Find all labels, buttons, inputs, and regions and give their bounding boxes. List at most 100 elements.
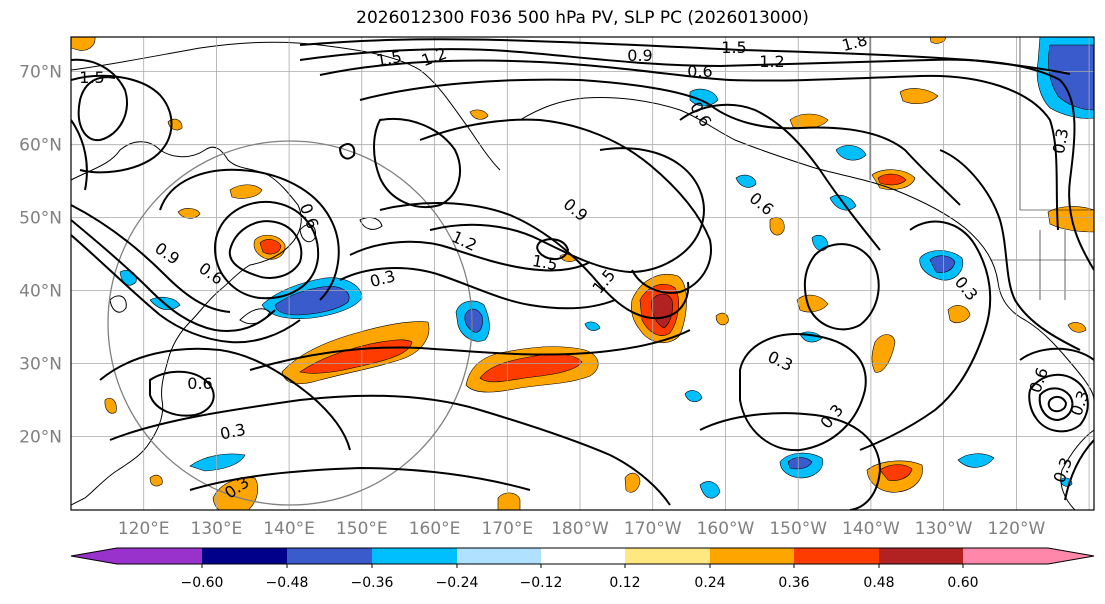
colorbar-tick-label: −0.24 [436,575,479,591]
contour-line [71,234,301,344]
pv-anomaly-cool [274,285,350,316]
contour-line [859,220,992,451]
colorbar-tick-label: 0.48 [863,575,894,591]
colorbar-segment [457,548,541,564]
lon-label: 160°E [409,519,461,539]
contour-line [339,267,616,310]
pv-anomaly-warm [947,305,971,324]
lat-label: 70°N [19,63,62,83]
coastline [239,308,271,325]
colorbar-tick-label: −0.60 [181,575,224,591]
colorbar-tick-label: −0.12 [520,575,563,591]
contour-line [338,143,356,160]
lon-label: 140°E [263,519,315,539]
pv-anomaly-warm [212,477,259,510]
contour-line [213,200,320,300]
pv-anomaly-cool [189,453,246,472]
range-circle [107,140,473,506]
pv-anomaly-warm [871,334,896,373]
lon-label: 150°W [769,519,827,539]
contour-label: 1.5 [531,251,559,274]
colorbar-segment [625,548,710,564]
lon-label: 160°W [697,519,755,539]
pv-anomaly-cool [464,308,483,333]
lon-label: 150°E [336,519,388,539]
contour-line [536,238,570,261]
contour-line [319,59,1059,231]
map-title: 2026012300 F036 500 hPa PV, SLP PC (2026… [356,8,809,28]
coastline [1060,429,1094,510]
pv-anomaly-cool [835,145,867,161]
contour-line [699,412,882,510]
colorbar-segment [202,548,287,564]
contour-label: 1.5 [375,47,403,70]
contour-line [189,466,531,491]
pv-anomaly-warm [177,208,201,219]
contour-line [299,48,1094,271]
map-panel [71,37,1094,510]
lat-label: 60°N [19,136,62,156]
contour-label: 0.9 [627,46,652,65]
pv-anomaly-cool [689,88,719,107]
pv-anomaly-warm [229,184,263,199]
lon-label: 120°W [988,519,1046,539]
colorbar-outline [70,547,1095,565]
pv-anomaly-cool [1048,44,1094,111]
pv-anomaly-warm [651,293,673,329]
contour-label: 0.6 [687,62,712,81]
contour-line [1019,347,1094,361]
lon-label: 120°E [118,519,170,539]
latitude-labels: 70°N 60°N 50°N 40°N 30°N 20°N [19,63,62,448]
contour-line [109,394,671,506]
contour-label: 1.5 [721,38,746,57]
lon-label: 180°W [551,519,609,539]
contour-line [149,370,215,417]
colorbar-segment [372,548,457,564]
pv-anomaly-cool [684,390,703,403]
contour-line [71,74,173,174]
lon-label: 170°W [624,519,682,539]
contour-line [71,219,276,332]
lat-label: 40°N [19,282,62,302]
contour-line [1064,439,1094,501]
contour-line [739,333,867,452]
pv-anomaly-warm [877,173,907,186]
contour-label: 1.5 [79,68,104,87]
pv-anomaly-warm [899,88,939,105]
longitude-labels: 120°E 130°E 140°E 150°E 160°E 170°E 180°… [118,519,1046,539]
contour-line [71,204,231,313]
pv-anomaly-warm [879,464,913,481]
coastline [71,41,501,171]
contour-line [349,240,591,272]
pv-anomaly-warm [497,492,521,510]
lon-label: 140°W [842,519,900,539]
contour-line [939,149,1081,351]
contour-label: 0.6 [187,374,212,393]
contour-line [159,168,340,301]
coastline [109,295,127,313]
slp-contours [71,38,1094,510]
contour-line [803,243,880,331]
contour-line [379,202,690,320]
pv-anomaly-cool [929,255,956,273]
contour-line [249,329,691,371]
colorbar-tick-label: 0.36 [778,575,809,591]
contour-line [1038,387,1074,422]
coastlines [71,41,1094,510]
contour-line [429,147,705,274]
colorbar-tick-label: 0.12 [609,575,640,591]
colorbar-segment [541,548,625,564]
lon-label: 130°W [915,519,973,539]
colorbar-extend-left [71,548,117,564]
pv-anomaly-warm [104,398,117,414]
colorbar-segment [287,548,372,564]
colorbar-tick-label: 0.60 [947,575,978,591]
pv-anomaly-cool [699,481,721,499]
colorbar-tick-label: −0.48 [266,575,309,591]
lat-label: 20°N [19,428,62,448]
contour-line [71,58,128,142]
lat-label: 30°N [19,355,62,375]
lat-label: 50°N [19,209,62,229]
coastline [71,141,302,506]
